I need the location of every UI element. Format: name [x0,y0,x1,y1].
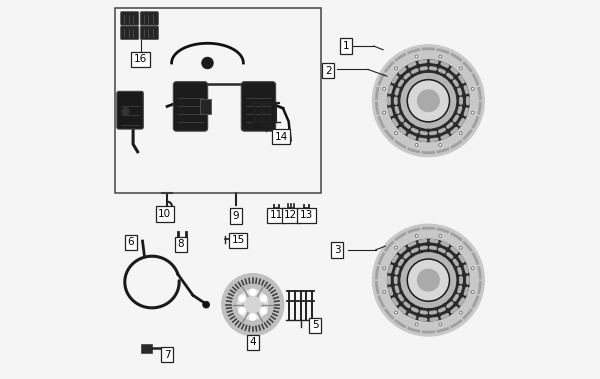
Circle shape [418,90,439,111]
Text: 1: 1 [343,41,349,51]
Circle shape [459,311,463,314]
Circle shape [239,295,245,302]
Circle shape [418,269,439,291]
Circle shape [203,301,209,308]
Circle shape [470,111,475,115]
Circle shape [470,266,475,270]
Circle shape [470,87,475,91]
Text: 3: 3 [334,245,340,255]
Circle shape [459,67,463,70]
Circle shape [415,54,419,59]
Circle shape [458,246,463,250]
Text: 13: 13 [300,210,313,220]
Circle shape [388,60,469,141]
Circle shape [459,132,463,135]
Circle shape [458,66,463,70]
Circle shape [239,307,245,314]
Circle shape [415,234,419,238]
Circle shape [394,67,398,70]
Text: 10: 10 [158,209,172,219]
Circle shape [383,87,386,91]
Circle shape [244,296,261,313]
FancyBboxPatch shape [140,12,158,25]
Circle shape [242,294,263,315]
Circle shape [415,143,419,147]
Circle shape [471,290,474,294]
Circle shape [439,323,442,326]
Text: 11: 11 [269,210,283,220]
Text: 7: 7 [164,349,170,360]
Circle shape [394,131,398,135]
Circle shape [394,311,398,314]
FancyBboxPatch shape [121,12,139,25]
Circle shape [383,267,386,270]
Circle shape [459,246,463,249]
Circle shape [439,234,442,237]
Circle shape [373,45,484,157]
Circle shape [415,55,418,58]
Circle shape [260,295,267,302]
Text: 15: 15 [232,235,245,246]
Text: 4: 4 [250,337,256,348]
Text: 14: 14 [274,132,288,142]
Circle shape [202,57,213,69]
Circle shape [415,234,418,237]
Circle shape [394,66,398,70]
Circle shape [382,266,386,270]
FancyBboxPatch shape [117,91,143,129]
Circle shape [382,87,386,91]
Circle shape [439,55,442,58]
Circle shape [382,290,386,294]
Text: 9: 9 [232,211,239,221]
FancyBboxPatch shape [140,344,152,353]
Circle shape [122,108,130,115]
Circle shape [388,240,469,321]
Circle shape [409,81,448,121]
Circle shape [439,144,442,147]
Text: 5: 5 [312,320,319,330]
FancyBboxPatch shape [200,99,211,114]
Text: 2: 2 [325,66,332,75]
Circle shape [401,74,455,128]
Circle shape [438,322,442,327]
Circle shape [238,290,268,320]
Circle shape [471,87,474,91]
Circle shape [250,314,256,321]
Text: 12: 12 [284,210,298,220]
Circle shape [471,267,474,270]
Text: 6: 6 [128,237,134,247]
Text: 16: 16 [134,54,147,64]
Circle shape [401,253,455,307]
Text: 8: 8 [178,239,184,249]
Circle shape [415,323,418,326]
Circle shape [382,111,386,115]
Circle shape [250,289,256,296]
Circle shape [409,260,448,300]
Circle shape [394,246,398,249]
Circle shape [470,290,475,294]
Circle shape [222,274,284,336]
Circle shape [407,259,449,301]
Circle shape [407,80,449,122]
Circle shape [383,111,386,114]
FancyBboxPatch shape [121,26,139,39]
Circle shape [260,307,267,314]
Circle shape [438,54,442,59]
Circle shape [373,224,484,336]
Circle shape [394,310,398,315]
Circle shape [383,290,386,294]
Circle shape [438,143,442,147]
Circle shape [438,234,442,238]
Circle shape [458,310,463,315]
Circle shape [394,132,398,135]
Circle shape [458,131,463,135]
Circle shape [415,322,419,327]
Circle shape [471,111,474,114]
FancyBboxPatch shape [140,26,158,39]
Circle shape [394,246,398,250]
FancyBboxPatch shape [241,82,275,131]
FancyBboxPatch shape [173,82,208,131]
Circle shape [415,144,418,147]
